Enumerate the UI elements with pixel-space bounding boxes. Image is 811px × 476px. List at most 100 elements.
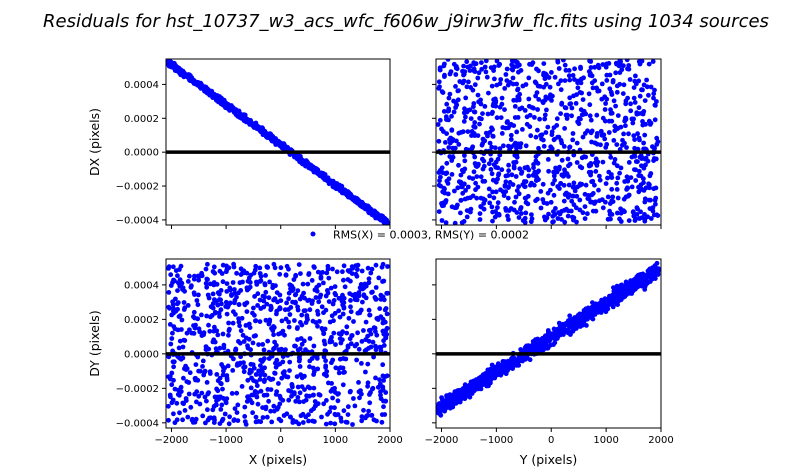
data-point (218, 407, 224, 412)
data-point (166, 264, 172, 270)
data-point (635, 206, 640, 212)
data-point (248, 361, 254, 367)
data-point (436, 79, 442, 85)
data-point (324, 398, 329, 403)
x-tick-label: −2000 (155, 435, 189, 446)
data-point (380, 261, 386, 267)
data-point (180, 344, 186, 350)
data-point (467, 68, 473, 73)
data-point (306, 418, 311, 424)
data-point (273, 392, 279, 397)
data-point (332, 284, 338, 289)
data-point (552, 340, 558, 346)
data-point (503, 72, 509, 77)
data-point (440, 399, 446, 405)
data-point (505, 82, 511, 88)
data-point (168, 283, 174, 288)
data-point (224, 377, 230, 383)
data-point (383, 390, 389, 395)
data-point (458, 130, 464, 135)
data-point (352, 294, 358, 300)
data-point (626, 218, 632, 224)
data-point (627, 284, 633, 289)
data-point (237, 340, 243, 346)
data-point (316, 299, 322, 305)
x-tick-label: 1000 (593, 435, 618, 446)
data-point (264, 301, 270, 307)
data-point (465, 195, 470, 201)
data-point (465, 184, 471, 190)
data-point (566, 192, 572, 198)
data-point (313, 295, 319, 300)
data-point (340, 269, 345, 275)
data-point (328, 285, 334, 291)
data-point (278, 418, 284, 424)
data-point (508, 137, 514, 142)
data-point (305, 281, 311, 287)
data-point (461, 219, 467, 224)
data-point (449, 127, 455, 133)
data-point (169, 336, 175, 341)
data-point (336, 308, 342, 314)
data-point (444, 396, 450, 401)
data-point (551, 219, 556, 225)
data-point (484, 74, 490, 80)
data-point (274, 406, 280, 412)
data-point (378, 392, 383, 398)
data-point (634, 110, 640, 116)
data-point (287, 312, 293, 317)
data-point (181, 375, 186, 381)
data-point (597, 177, 603, 183)
data-point (295, 304, 300, 310)
data-point (614, 89, 620, 95)
data-point (590, 208, 596, 214)
data-point (251, 270, 257, 276)
data-point (453, 84, 458, 89)
data-point (179, 327, 184, 332)
data-point (271, 403, 277, 409)
data-point (444, 117, 449, 122)
data-point (373, 262, 379, 268)
data-point (545, 124, 551, 130)
data-point (574, 140, 580, 146)
data-point (554, 116, 560, 122)
data-point (282, 307, 288, 313)
data-point (177, 67, 183, 73)
data-point (274, 308, 280, 314)
data-point (324, 373, 329, 379)
data-point (383, 335, 388, 340)
data-point (318, 274, 324, 280)
data-point (331, 330, 337, 336)
data-point (584, 323, 589, 328)
data-point (509, 364, 515, 370)
data-point (483, 69, 489, 75)
data-point (175, 273, 180, 279)
data-point (170, 397, 176, 403)
data-point (510, 358, 516, 364)
data-point (466, 386, 471, 392)
data-point (565, 330, 571, 336)
data-point (245, 394, 250, 400)
data-point (578, 107, 584, 113)
data-point (575, 313, 581, 318)
data-point (351, 319, 356, 324)
data-point (600, 62, 606, 67)
data-point (292, 292, 298, 298)
data-point (514, 145, 519, 151)
data-point (534, 177, 539, 183)
data-point (494, 59, 500, 64)
data-point (333, 342, 338, 347)
data-point (515, 60, 520, 65)
data-point (226, 332, 231, 338)
data-point (350, 422, 355, 427)
data-point (322, 348, 328, 353)
data-point (525, 193, 531, 199)
data-point (585, 313, 591, 318)
data-point (215, 302, 221, 308)
data-point (272, 265, 278, 271)
data-point (624, 59, 630, 63)
data-point (191, 314, 196, 320)
axes-frame (165, 58, 391, 226)
data-point (366, 280, 372, 286)
data-point (653, 103, 658, 108)
